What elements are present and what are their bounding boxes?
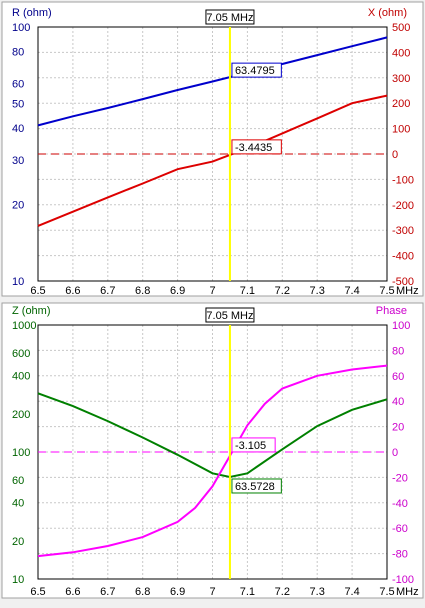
x-tick-label: 7: [209, 586, 215, 598]
marker-value-box: [231, 62, 282, 78]
x-tick-label: 7.1: [240, 586, 255, 598]
x-tick-label: 7.5: [379, 285, 394, 297]
left-tick-label: 80: [12, 47, 24, 59]
x-tick-label: 7.1: [240, 285, 255, 297]
marker-value-box: [231, 478, 282, 494]
left-tick-label: 10: [12, 574, 24, 586]
left-axis-label: Z (ohm): [12, 305, 51, 317]
x-tick-label: 7.4: [344, 586, 359, 598]
x-tick-label: 7.3: [310, 285, 325, 297]
series-line-2: [37, 364, 388, 558]
chart-panel-1: R (ohm) X (ohm) 100 80 60 50 40 30 20 10 500 400 300…: [1, 1, 424, 297]
marker-value-box: [231, 139, 282, 155]
left-tick-label: 400: [12, 371, 30, 383]
left-tick-label: 40: [12, 498, 24, 510]
left-tick-label: 200: [12, 409, 30, 421]
x-tick-label: 6.5: [30, 285, 45, 297]
right-tick-label: -60: [392, 523, 408, 535]
left-tick-label: 60: [12, 78, 24, 90]
x-tick-label: 7.5: [379, 586, 394, 598]
left-tick-label: 100: [12, 22, 30, 34]
right-tick-label: 0: [392, 149, 398, 161]
left-tick-label: 30: [12, 155, 24, 167]
x-tick-label: 6.7: [100, 285, 115, 297]
right-tick-label: -200: [392, 200, 414, 212]
left-tick-label: 1000: [12, 320, 36, 332]
series-line-1: [37, 36, 388, 127]
right-tick-label: 400: [392, 47, 410, 59]
left-tick-label: 60: [12, 475, 24, 487]
marker-value-label: -3.105: [235, 440, 266, 452]
x-tick-label: 6.5: [30, 586, 45, 598]
left-tick-label: 40: [12, 123, 24, 135]
x-tick-label: 7.3: [310, 586, 325, 598]
right-tick-label: -300: [392, 225, 414, 237]
x-tick-label: 7.2: [275, 586, 290, 598]
marker-value-label: 63.5728: [235, 481, 275, 493]
right-tick-label: 200: [392, 98, 410, 110]
x-tick-label: 7.4: [344, 285, 359, 297]
marker-value-box: [231, 437, 276, 453]
x-tick-label: 6.9: [170, 285, 185, 297]
x-tick-label: 7.2: [275, 285, 290, 297]
cursor-frequency-label: 7.05 MHz: [206, 310, 253, 322]
cursor-label-box: [205, 9, 255, 25]
left-tick-label: 600: [12, 348, 30, 360]
right-tick-label: -20: [392, 472, 408, 484]
right-tick-label: 40: [392, 396, 404, 408]
x-tick-label: 7: [209, 285, 215, 297]
right-tick-label: -40: [392, 498, 408, 510]
x-tick-label: 6.7: [100, 586, 115, 598]
series-line-1: [37, 392, 388, 479]
right-tick-label: -400: [392, 251, 414, 263]
right-tick-label: -500: [392, 276, 414, 288]
x-tick-label: 6.9: [170, 586, 185, 598]
right-tick-label: -100: [392, 174, 414, 186]
chart-panel-2: Z (ohm) Phase1000600400200100604020101008…: [1, 302, 424, 599]
left-tick-label: 100: [12, 447, 30, 459]
x-tick-label: 6.6: [65, 285, 80, 297]
right-axis-label: X (ohm): [368, 7, 407, 19]
marker-value-label: -3.4435: [235, 142, 272, 154]
left-tick-label: 10: [12, 276, 24, 288]
right-tick-label: 500: [392, 22, 410, 34]
right-tick-label: 80: [392, 345, 404, 357]
x-tick-label: 6.8: [135, 586, 150, 598]
cursor-frequency-label: 7.05 MHz: [206, 12, 253, 24]
right-tick-label: -100: [392, 574, 414, 586]
left-tick-label: 20: [12, 536, 24, 548]
left-tick-label: 50: [12, 98, 24, 110]
series-line-2: [37, 94, 388, 227]
cursor-label-box: [205, 307, 255, 323]
x-unit-label: MHz: [396, 586, 419, 598]
x-unit-label: MHz: [396, 285, 419, 297]
right-tick-label: 100: [392, 320, 410, 332]
right-tick-label: 300: [392, 73, 410, 85]
right-tick-label: -80: [392, 549, 408, 561]
right-tick-label: 100: [392, 124, 410, 136]
right-axis-label: Phase: [376, 305, 407, 317]
left-tick-label: 20: [12, 200, 24, 212]
right-tick-label: 60: [392, 371, 404, 383]
right-tick-label: 0: [392, 447, 398, 459]
marker-value-label: 63.4795: [235, 65, 275, 77]
right-tick-label: 20: [392, 422, 404, 434]
x-tick-label: 6.8: [135, 285, 150, 297]
left-axis-label: R (ohm): [12, 7, 52, 19]
x-tick-label: 6.6: [65, 586, 80, 598]
